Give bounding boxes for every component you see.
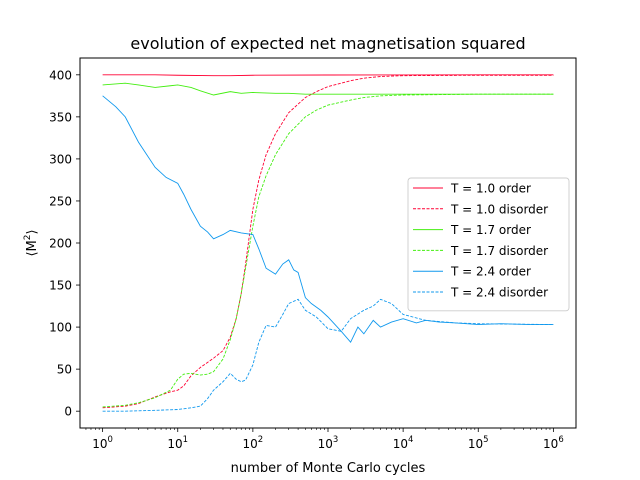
x-axis: 100 101 102 103 104 105 106 [85,428,564,451]
legend-label-t-2-4-disorder: T = 2.4 disorder [450,286,548,300]
y-tick-label: 250 [49,194,72,208]
x-tick-label: 105 [468,435,489,451]
y-axis-label-exponent: 2 [23,235,33,241]
x-tick-label: 103 [318,435,339,451]
series-line-t-1-7-disorder [102,93,554,408]
series-layer [102,74,554,412]
x-tick-label: 102 [243,435,264,451]
series-line-t-1-0-order [102,74,554,77]
series-line-t-2-4-disorder [102,298,554,412]
x-tick-label: 100 [92,435,113,451]
y-axis-label-main: ⟨M [25,240,40,256]
x-axis-label: number of Monte Carlo cycles [231,461,426,476]
x-tick-label: 106 [543,435,564,451]
chart-title: evolution of expected net magnetisation … [130,34,525,53]
y-tick-label: 0 [64,405,72,419]
legend-label-t-1-0-disorder: T = 1.0 disorder [450,202,548,216]
y-tick-label: 400 [49,68,72,82]
y-tick-label: 350 [49,110,72,124]
y-axis: 0 50 100 150 200 250 300 350 400 [49,68,80,419]
legend-label-t-2-4-order: T = 2.4 order [450,265,531,279]
legend-frame [407,177,570,312]
y-tick-label: 300 [49,152,72,166]
y-axis-label: ⟨M2⟩ [23,229,40,256]
x-tick-label: 104 [393,435,414,451]
y-tick-label: 150 [49,279,72,293]
series-line-t-1-7-order [102,82,554,96]
series-line-t-2-4-order [102,95,554,344]
legend-label-t-1-7-disorder: T = 1.7 disorder [450,244,548,258]
x-tick-label: 101 [167,435,188,451]
legend-label-t-1-0-order: T = 1.0 order [450,182,531,196]
y-axis-label-close: ⟩ [25,229,40,234]
y-tick-label: 200 [49,237,72,251]
y-tick-label: 50 [57,363,72,377]
legend-label-t-1-7-order: T = 1.7 order [450,223,531,237]
y-tick-label: 100 [49,321,72,335]
legend: T = 1.0 order T = 1.0 disorder T = 1.7 ord… [407,177,570,312]
